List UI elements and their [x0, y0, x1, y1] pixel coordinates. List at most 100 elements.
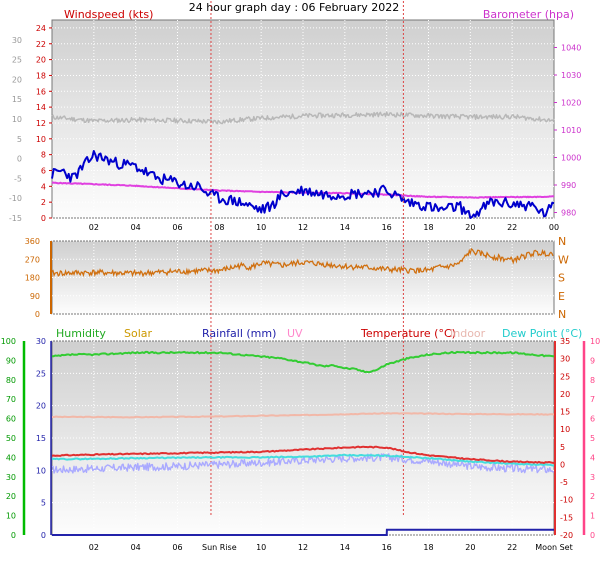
tick-barometer: 1020 [561, 99, 581, 108]
tick-temp-scale: 25 [12, 56, 22, 65]
compass-label: N [558, 235, 566, 248]
legend-dew-point: Dew Point (°C) [502, 327, 582, 340]
tick-humidity: 80 [6, 376, 16, 385]
tick-time: 00 [549, 223, 559, 232]
tick-wind: 18 [36, 71, 46, 80]
legend-temperature: Temperature (°C) [360, 327, 456, 340]
tick-wind: 12 [36, 119, 46, 128]
tick-temperature: -20 [560, 531, 573, 540]
tick-uv: 0 [590, 531, 595, 540]
tick-time: 22 [507, 223, 517, 232]
tick-uv: 9 [590, 356, 595, 365]
tick-rainfall: 5 [41, 499, 46, 508]
tick-uv: 10 [590, 337, 600, 346]
tick-temp-scale: -5 [14, 174, 22, 183]
tick-temp-scale: 30 [12, 36, 22, 45]
tick-time-bottom: 02 [89, 543, 99, 552]
tick-humidity: 90 [6, 356, 16, 365]
tick-temp-scale: 10 [12, 115, 22, 124]
series-wind-direction [51, 247, 554, 278]
tick-rainfall: 25 [36, 369, 46, 378]
tick-wind: 4 [41, 182, 46, 191]
tick-direction: 90 [30, 292, 40, 301]
series-apparent [51, 453, 555, 474]
tick-time: 18 [423, 223, 433, 232]
tick-rainfall: 10 [36, 466, 46, 475]
tick-time-bottom: 20 [465, 543, 475, 552]
legend-rainfall: Rainfall (mm) [202, 327, 276, 340]
legend-uv: UV [287, 327, 303, 340]
tick-wind: 0 [41, 214, 46, 223]
tick-temperature: 35 [560, 337, 570, 346]
tick-time-bottom: Sun Rise [202, 543, 237, 552]
tick-humidity: 40 [6, 453, 16, 462]
tick-temp-scale: -10 [9, 194, 22, 203]
tick-wind: 8 [41, 151, 46, 160]
series-wind-average [51, 150, 555, 219]
tick-temperature: -15 [560, 513, 573, 522]
tick-temperature: 15 [560, 408, 570, 417]
tick-uv: 8 [590, 376, 595, 385]
tick-uv: 6 [590, 415, 595, 424]
tick-uv: 7 [590, 395, 595, 404]
tick-temp-scale: 15 [12, 95, 22, 104]
tick-wind: 10 [36, 135, 46, 144]
tick-time-bottom: 22 [507, 543, 517, 552]
tick-temperature: 5 [560, 443, 565, 452]
compass-label: E [558, 290, 565, 303]
legend-humidity: Humidity [56, 327, 106, 340]
tick-temp-scale: 0 [17, 155, 22, 164]
tick-temp-scale: 5 [17, 135, 22, 144]
tick-humidity: 70 [6, 395, 16, 404]
tick-rainfall: 15 [36, 434, 46, 443]
tick-time: 12 [298, 223, 308, 232]
tick-direction: 360 [25, 237, 40, 246]
tick-humidity: 100 [1, 337, 16, 346]
tick-wind: 14 [36, 103, 46, 112]
tick-time-bottom: 04 [131, 543, 141, 552]
tick-time-bottom: 10 [256, 543, 266, 552]
tick-direction: 270 [25, 255, 40, 264]
tick-wind: 16 [36, 87, 46, 96]
tick-temperature: 10 [560, 425, 570, 434]
tick-temperature: -10 [560, 496, 573, 505]
tick-direction: 0 [35, 310, 40, 319]
legend-indoor: Indoor [450, 327, 486, 340]
tick-humidity: 50 [6, 434, 16, 443]
tick-direction: 180 [25, 274, 40, 283]
tick-barometer: 1010 [561, 126, 581, 135]
windspeed-axis-label: Windspeed (kts) [64, 8, 153, 21]
tick-barometer: 990 [561, 181, 576, 190]
tick-uv: 1 [590, 512, 595, 521]
compass-label: S [558, 272, 565, 285]
tick-barometer: 1030 [561, 71, 581, 80]
tick-humidity: 10 [6, 512, 16, 521]
tick-rainfall: 0 [41, 531, 46, 540]
tick-humidity: 20 [6, 492, 16, 501]
tick-temperature: 25 [560, 372, 570, 381]
tick-time: 04 [131, 223, 141, 232]
tick-time: 10 [256, 223, 266, 232]
legend-solar: Solar [124, 327, 153, 340]
tick-uv: 3 [590, 473, 595, 482]
tick-time-bottom: 16 [382, 543, 392, 552]
tick-time: 16 [382, 223, 392, 232]
tick-time: 14 [340, 223, 350, 232]
tick-time: 02 [89, 223, 99, 232]
tick-time: 08 [214, 223, 224, 232]
tick-rainfall: 20 [36, 402, 46, 411]
tick-temperature: 30 [560, 355, 570, 364]
tick-temperature: 0 [560, 460, 565, 469]
series-humidity [52, 350, 555, 374]
tick-wind: 22 [36, 40, 46, 49]
chart-title: 24 hour graph day : 06 February 2022 [189, 1, 400, 14]
tick-temp-scale: 20 [12, 75, 22, 84]
tick-temperature: -5 [560, 478, 568, 487]
compass-label: W [558, 253, 569, 266]
series-indoor [52, 412, 555, 419]
tick-time-bottom: 12 [298, 543, 308, 552]
tick-time: 20 [465, 223, 475, 232]
series-grey-line [51, 111, 555, 125]
